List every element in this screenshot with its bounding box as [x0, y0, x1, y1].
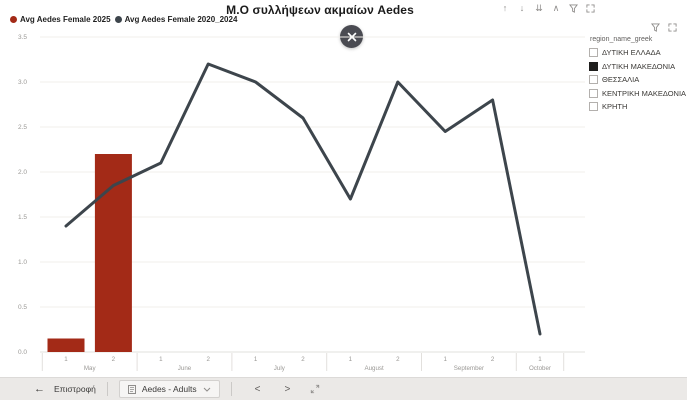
slicer-focus-mode-icon[interactable] — [667, 22, 677, 32]
svg-text:1: 1 — [443, 356, 447, 363]
slicer-option[interactable]: ΘΕΣΣΑΛΙΑ — [589, 73, 685, 87]
chart-legend: Avg Aedes Female 2025 Avg Aedes Female 20… — [10, 15, 237, 24]
divider — [106, 382, 108, 396]
slicer-option[interactable]: ΔΥΤΙΚΗ ΜΑΚΕΔΟΝΙΑ — [589, 60, 685, 74]
next-page-button[interactable]: > — [272, 384, 302, 395]
svg-text:3.0: 3.0 — [18, 79, 27, 86]
slicer-option-label: ΔΥΤΙΚΗ ΕΛΛΑΔΑ — [602, 48, 661, 58]
slicer-option-label: ΔΥΤΙΚΗ ΜΑΚΕΔΟΝΙΑ — [602, 61, 676, 71]
drill-up-icon[interactable]: ↑ — [502, 3, 508, 13]
bar-2-1[interactable] — [94, 154, 132, 352]
trend-line[interactable] — [64, 62, 542, 336]
drill-down-icon[interactable]: ↓ — [519, 3, 525, 13]
divider — [230, 382, 232, 396]
svg-text:2.0: 2.0 — [18, 169, 27, 176]
report-page-icon — [127, 384, 136, 394]
slicer-option[interactable]: ΔΥΤΙΚΗ ΕΛΛΑΔΑ — [589, 46, 685, 60]
chart-title: Μ.Ο συλλήψεων ακμαίων Aedes — [226, 3, 414, 17]
chevron-down-icon — [203, 387, 210, 392]
legend-marker-icon — [10, 16, 17, 23]
legend-item[interactable]: Avg Aedes Female 2020_2024 — [114, 15, 238, 24]
back-label: Επιστροφή — [54, 384, 96, 394]
drill-mode-icon[interactable]: ∧ — [552, 3, 560, 13]
checkbox-icon[interactable] — [589, 61, 598, 71]
checkbox-icon[interactable] — [589, 88, 598, 98]
svg-text:1: 1 — [254, 356, 258, 363]
region-slicer: region_name_greek ΔΥΤΙΚΗ ΕΛΛΑΔΑ ΔΥΤΙΚΗ ΜΑ… — [589, 22, 687, 114]
page-nav-bar: ← Επιστροφή Aedes - Adults < > — [0, 377, 687, 400]
slicer-option-label: ΚΕΝΤΡΙΚΗ ΜΑΚΕΔΟΝΙΑ — [602, 88, 687, 98]
svg-text:June: June — [178, 365, 192, 372]
legend-item[interactable]: Avg Aedes Female 2025 — [10, 15, 111, 24]
checkbox-icon[interactable] — [589, 75, 598, 85]
chart-visual-header: ↑ ↓ ⇊ ∧ — [500, 3, 595, 13]
slicer-visual-header — [589, 22, 685, 32]
page-tab-label: Aedes - Adults — [141, 384, 197, 394]
legend-label: Avg Aedes Female 2025 — [20, 15, 111, 24]
svg-text:0.0: 0.0 — [18, 349, 27, 356]
focus-mode-icon[interactable] — [585, 3, 595, 13]
svg-text:1: 1 — [538, 356, 542, 363]
slicer-filter-icon[interactable] — [650, 22, 660, 32]
bar-1-0[interactable] — [47, 338, 85, 353]
checkbox-icon[interactable] — [589, 102, 598, 112]
slicer-option-label: ΚΡΗΤΗ — [602, 102, 628, 112]
svg-text:August: August — [364, 365, 384, 372]
legend-label: Avg Aedes Female 2020_2024 — [124, 15, 238, 24]
back-arrow-icon: ← — [34, 382, 45, 395]
prev-page-button[interactable]: < — [243, 384, 273, 395]
svg-text:October: October — [529, 365, 551, 372]
svg-text:2: 2 — [491, 356, 495, 363]
svg-text:1: 1 — [159, 356, 163, 363]
slicer-option-label: ΘΕΣΣΑΛΙΑ — [602, 75, 640, 85]
svg-text:2: 2 — [112, 356, 116, 363]
svg-text:1.0: 1.0 — [18, 259, 27, 266]
svg-text:1: 1 — [64, 356, 68, 363]
svg-text:September: September — [454, 365, 484, 372]
svg-text:2: 2 — [206, 356, 210, 363]
svg-text:3.5: 3.5 — [18, 34, 27, 41]
combo-chart[interactable]: 0.0 0.5 1.0 1.5 2.0 2.5 3.0 3.5 1 2 1 2 1 2 1 2 1 2 1 May Ju… — [0, 28, 590, 378]
svg-text:July: July — [274, 365, 286, 372]
svg-text:May: May — [84, 365, 97, 372]
slicer-option[interactable]: ΚΕΝΤΡΙΚΗ ΜΑΚΕΔΟΝΙΑ — [589, 87, 687, 101]
svg-text:1: 1 — [349, 356, 353, 363]
svg-text:1.5: 1.5 — [18, 214, 27, 221]
legend-marker-icon — [114, 16, 122, 23]
slicer-option[interactable]: ΚΡΗΤΗ — [589, 100, 685, 114]
svg-text:2: 2 — [301, 356, 305, 363]
checkbox-icon[interactable] — [589, 48, 598, 58]
back-button[interactable]: ← Επιστροφή — [34, 382, 96, 395]
expand-all-down-icon[interactable]: ⇊ — [535, 3, 543, 13]
filter-icon[interactable] — [568, 3, 578, 13]
svg-text:2.5: 2.5 — [18, 124, 27, 131]
slicer-option-list: ΔΥΤΙΚΗ ΕΛΛΑΔΑ ΔΥΤΙΚΗ ΜΑΚΕΔΟΝΙΑ ΘΕΣΣΑΛΙΑ ΚΕΝ… — [589, 46, 687, 114]
resize-diagonal-icon[interactable] — [310, 384, 320, 394]
svg-text:0.5: 0.5 — [18, 304, 27, 311]
svg-text:2: 2 — [396, 356, 400, 363]
slicer-title: region_name_greek — [590, 36, 653, 43]
page-tab-aedes-adults[interactable]: Aedes - Adults — [118, 380, 220, 398]
